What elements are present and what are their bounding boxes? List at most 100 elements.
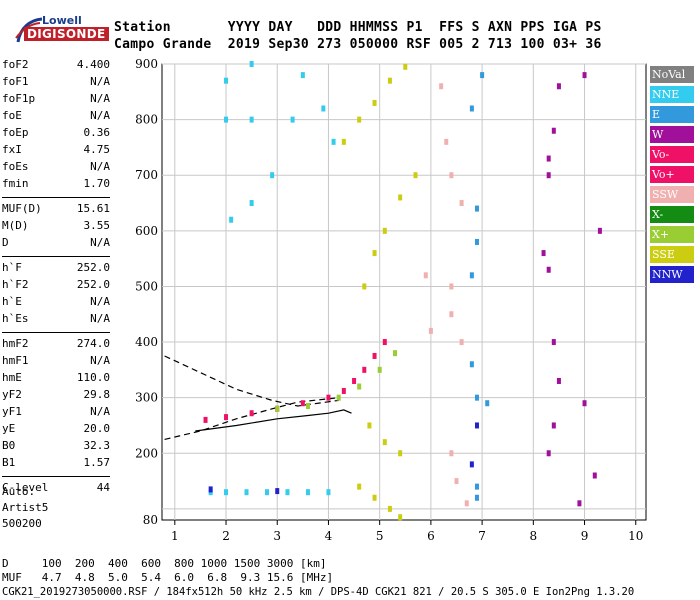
x-tick-label: 4: [325, 529, 333, 543]
data-point: [449, 172, 454, 179]
distance-row: D 100 200 400 600 800 1000 1500 3000 [km…: [2, 557, 327, 570]
x-tick-label: 8: [530, 529, 538, 543]
y-tick-label: 700: [135, 168, 158, 182]
data-point: [474, 422, 479, 429]
data-point: [382, 227, 387, 234]
data-point: [341, 387, 346, 394]
data-point: [372, 250, 377, 257]
legend-item: SSE: [650, 246, 694, 263]
legend-item: SSW: [650, 186, 694, 203]
data-point: [275, 488, 280, 495]
data-point: [474, 483, 479, 490]
param-label: C-level: [2, 481, 49, 494]
data-point: [331, 138, 336, 145]
param-value: 252.0: [76, 278, 110, 291]
param-label: h`Es: [2, 312, 29, 325]
param-label: M(D): [2, 219, 29, 232]
param-label: yF1: [2, 405, 22, 418]
param-label: B1: [2, 456, 16, 469]
data-point: [367, 422, 372, 429]
data-point: [249, 200, 254, 207]
param-row: fmin 1.70: [2, 177, 110, 193]
param-label: hmF2: [2, 337, 29, 350]
param-row: hmF2 274.0: [2, 337, 110, 353]
data-point: [398, 194, 403, 201]
param-value: 110.0: [76, 371, 110, 384]
data-point: [224, 414, 229, 421]
x-tick-label: 2: [222, 529, 230, 543]
param-value: 32.3: [83, 439, 111, 452]
param-value: N/A: [90, 109, 110, 122]
data-point: [428, 327, 433, 334]
x-tick-label: 6: [427, 529, 435, 543]
header-values: Campo Grande 2019 Sep30 273 050000 RSF 0…: [114, 37, 602, 52]
data-point: [403, 63, 408, 70]
y-tick-label: 80: [143, 513, 158, 527]
legend-item: NoVal: [650, 66, 694, 83]
param-label: MUF(D): [2, 202, 42, 215]
data-point: [546, 266, 551, 273]
data-point: [459, 200, 464, 207]
param-label: fmin: [2, 177, 29, 190]
data-point: [597, 227, 602, 234]
param-row: hmF1 N/A: [2, 354, 110, 370]
logo-text-digisonde: DIGISONDE: [24, 27, 109, 41]
param-row: D N/A: [2, 236, 110, 252]
data-point: [454, 478, 459, 485]
data-point: [249, 116, 254, 123]
param-label: foF1: [2, 75, 29, 88]
data-point: [551, 422, 556, 429]
param-label: foE: [2, 109, 22, 122]
param-label: yE: [2, 422, 16, 435]
muf-row: MUF 4.7 4.8 5.0 5.4 6.0 6.8 9.3 15.6 [MH…: [2, 571, 334, 584]
autoscaling-info: Auto: Artist5 500200: [2, 484, 48, 532]
x-tick-label: 10: [628, 529, 643, 543]
logo-text-lowell: Lowell: [42, 14, 82, 27]
y-tick-label: 300: [135, 391, 158, 405]
param-row: yF1 N/A: [2, 405, 110, 421]
data-point: [249, 410, 254, 417]
param-value: 44: [96, 481, 110, 494]
param-value: 4.75: [83, 143, 111, 156]
data-point: [551, 339, 556, 346]
data-point: [387, 505, 392, 512]
param-label: yF2: [2, 388, 22, 401]
data-point: [546, 450, 551, 457]
polarization-legend: NoVal NNE E W Vo- Vo+ SSW X- X+ SSE NNW: [650, 66, 694, 286]
param-label: foF1p: [2, 92, 36, 105]
data-point: [372, 99, 377, 106]
data-point: [285, 489, 290, 496]
data-point: [423, 272, 428, 279]
data-point: [275, 405, 280, 412]
data-point: [546, 155, 551, 162]
data-point: [398, 450, 403, 457]
data-point: [474, 494, 479, 501]
legend-item: NNE: [650, 86, 694, 103]
data-point: [474, 238, 479, 245]
param-value: 4.400: [76, 58, 110, 71]
param-value: 1.70: [83, 177, 111, 190]
data-point: [372, 352, 377, 359]
param-value: N/A: [90, 160, 110, 173]
legend-item: E: [650, 106, 694, 123]
data-point: [449, 450, 454, 457]
param-label: foEp: [2, 126, 29, 139]
param-value: N/A: [90, 236, 110, 249]
param-row: B1 1.57: [2, 456, 110, 472]
data-point: [341, 138, 346, 145]
data-point: [264, 489, 269, 496]
data-point: [464, 500, 469, 507]
data-point: [224, 77, 229, 84]
data-point: [474, 205, 479, 212]
y-tick-label: 600: [135, 224, 158, 238]
param-row: foEs N/A: [2, 160, 110, 176]
param-row: foEp 0.36: [2, 126, 110, 142]
data-point: [300, 400, 305, 407]
legend-item: NNW: [650, 266, 694, 283]
data-point: [393, 350, 398, 357]
data-point: [582, 72, 587, 79]
data-point: [577, 500, 582, 507]
param-value: 3.55: [83, 219, 111, 232]
x-tick-label: 5: [376, 529, 384, 543]
param-value: 29.8: [83, 388, 111, 401]
